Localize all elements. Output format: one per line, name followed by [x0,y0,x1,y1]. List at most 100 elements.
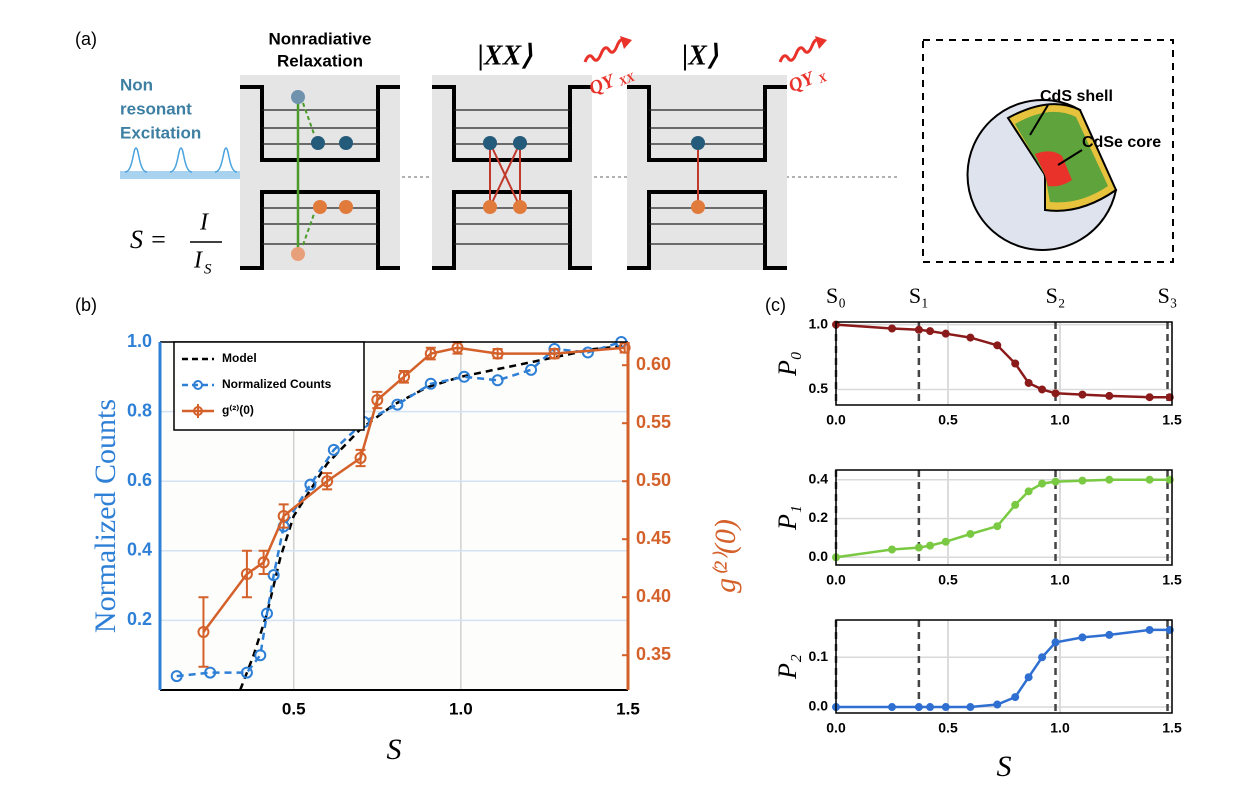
data-point [204,666,217,679]
x-axis-label: S [997,750,1012,783]
core [1035,151,1072,187]
error-bar [241,549,252,599]
qy-subscript: XX [616,69,638,89]
data-point [371,394,384,406]
state-label: |X⟩ [682,40,719,71]
legend-marker [193,380,203,390]
data-point [1051,477,1060,486]
axis-frame [835,619,1173,714]
panel-label: (a) [75,29,97,49]
legend-label: Model [222,351,257,365]
data-point [926,327,935,336]
data-point [1145,475,1154,484]
data-point [254,649,267,662]
y-axis-label: P₁ [773,505,802,531]
electron [311,136,325,150]
axis-frame [835,321,1173,406]
relaxation-label: Relaxation [277,51,363,70]
qy-subscript: X [815,70,830,87]
y-tick-label: 0.1 [809,648,829,664]
x-tick-label: 0.0 [826,412,846,428]
electron [513,136,527,150]
y-tick-label: 0.2 [809,509,829,525]
data-point [1051,389,1060,398]
y-tick-label: 0.4 [127,540,152,560]
data-point [1024,487,1033,496]
data-point [548,347,561,360]
data-point [993,700,1002,709]
photon-head [815,36,827,49]
data-point [888,324,896,333]
data-point [1024,673,1033,682]
relax-arrow [302,102,315,246]
electron [291,90,305,104]
pointer [1057,149,1083,166]
data-point [1038,479,1047,488]
data-point [1038,385,1047,394]
data-point [1145,625,1154,634]
inset-frame [922,39,1174,263]
data-point [1105,630,1114,639]
error-bar [278,503,289,529]
y-tick-label: 1.0 [809,315,829,331]
data-point [1145,393,1154,402]
y-tick-label: 1.0 [127,331,152,351]
error-bar [198,596,209,668]
data-point [966,529,975,538]
formula-lhs: S = [130,225,167,254]
data-point [914,543,923,552]
pointer [1029,104,1049,136]
data-point [321,475,334,488]
hole [339,200,353,214]
relaxation-label: Nonradiative [269,29,372,48]
well-bg [240,75,400,270]
data-point [170,670,183,683]
data-point [240,568,253,580]
data-point [1078,633,1087,642]
well [240,75,400,270]
data-point [926,541,935,550]
y2-tick-label: 0.40 [636,586,671,606]
shell-label: CdS shell [1040,88,1113,105]
y-tick-label: 0.0 [809,548,829,564]
y2-tick-label: 0.55 [636,412,671,432]
x-tick-label: 0.0 [826,720,846,736]
data-point [914,703,923,712]
panel-label: (c) [765,295,786,315]
y2-tick-label: 0.45 [636,528,671,548]
qy-label: QY [586,70,620,100]
data-point [1038,653,1047,662]
data-point [926,703,935,712]
data-point [993,522,1002,531]
data-point [257,556,270,569]
data-point [1011,359,1020,368]
y-axis-label: Normalized Counts [89,399,122,633]
hole [691,200,705,214]
photon [583,38,627,63]
hole [483,200,497,214]
x-tick-label: 0.5 [282,699,306,718]
x-axis-label: S [387,733,402,766]
data-point [888,545,896,554]
photon [778,38,822,63]
formula-numerator: I [199,210,209,236]
data-point [1078,476,1087,485]
core-label: CdSe core [1082,134,1161,151]
y2-tick-label: 0.35 [636,644,671,664]
qy-label: QY [786,67,820,97]
electron [339,136,353,150]
data-point [966,333,975,342]
well [430,73,594,272]
data-point [304,478,317,491]
x-tick-label: 1.5 [1162,412,1182,428]
data-point [398,370,411,383]
data-point [197,626,210,638]
data-point [327,443,340,456]
data-point [941,329,950,338]
data-point [491,374,504,387]
photon-head [620,36,632,49]
x-tick-label: 0.5 [938,572,958,588]
data-point [618,341,631,354]
